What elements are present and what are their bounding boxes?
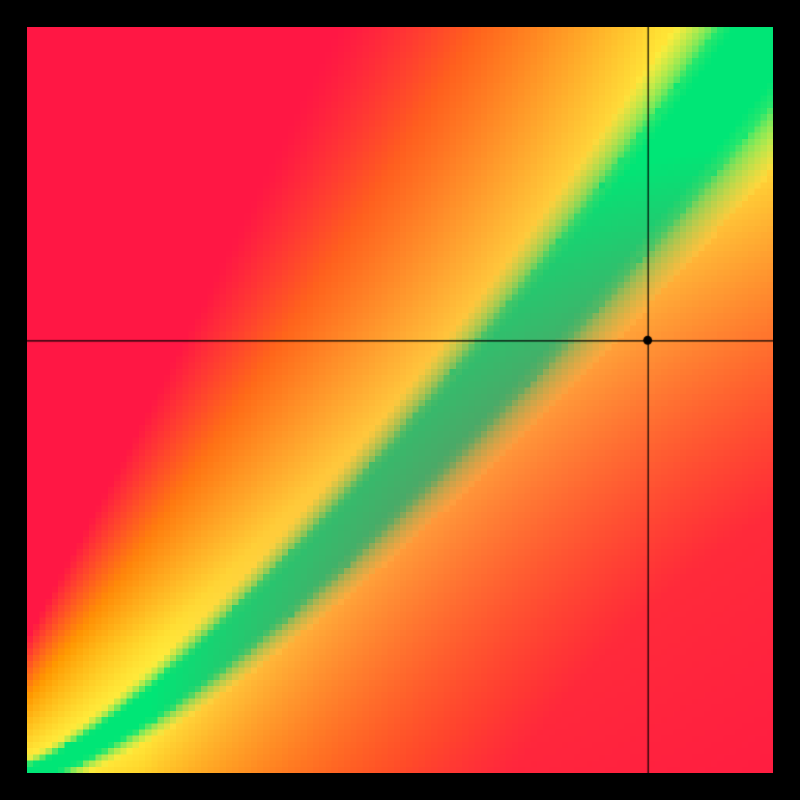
bottleneck-heatmap [27, 27, 773, 773]
chart-container: TheBottleneck.com [0, 0, 800, 800]
watermark-text: TheBottleneck.com [567, 2, 770, 28]
